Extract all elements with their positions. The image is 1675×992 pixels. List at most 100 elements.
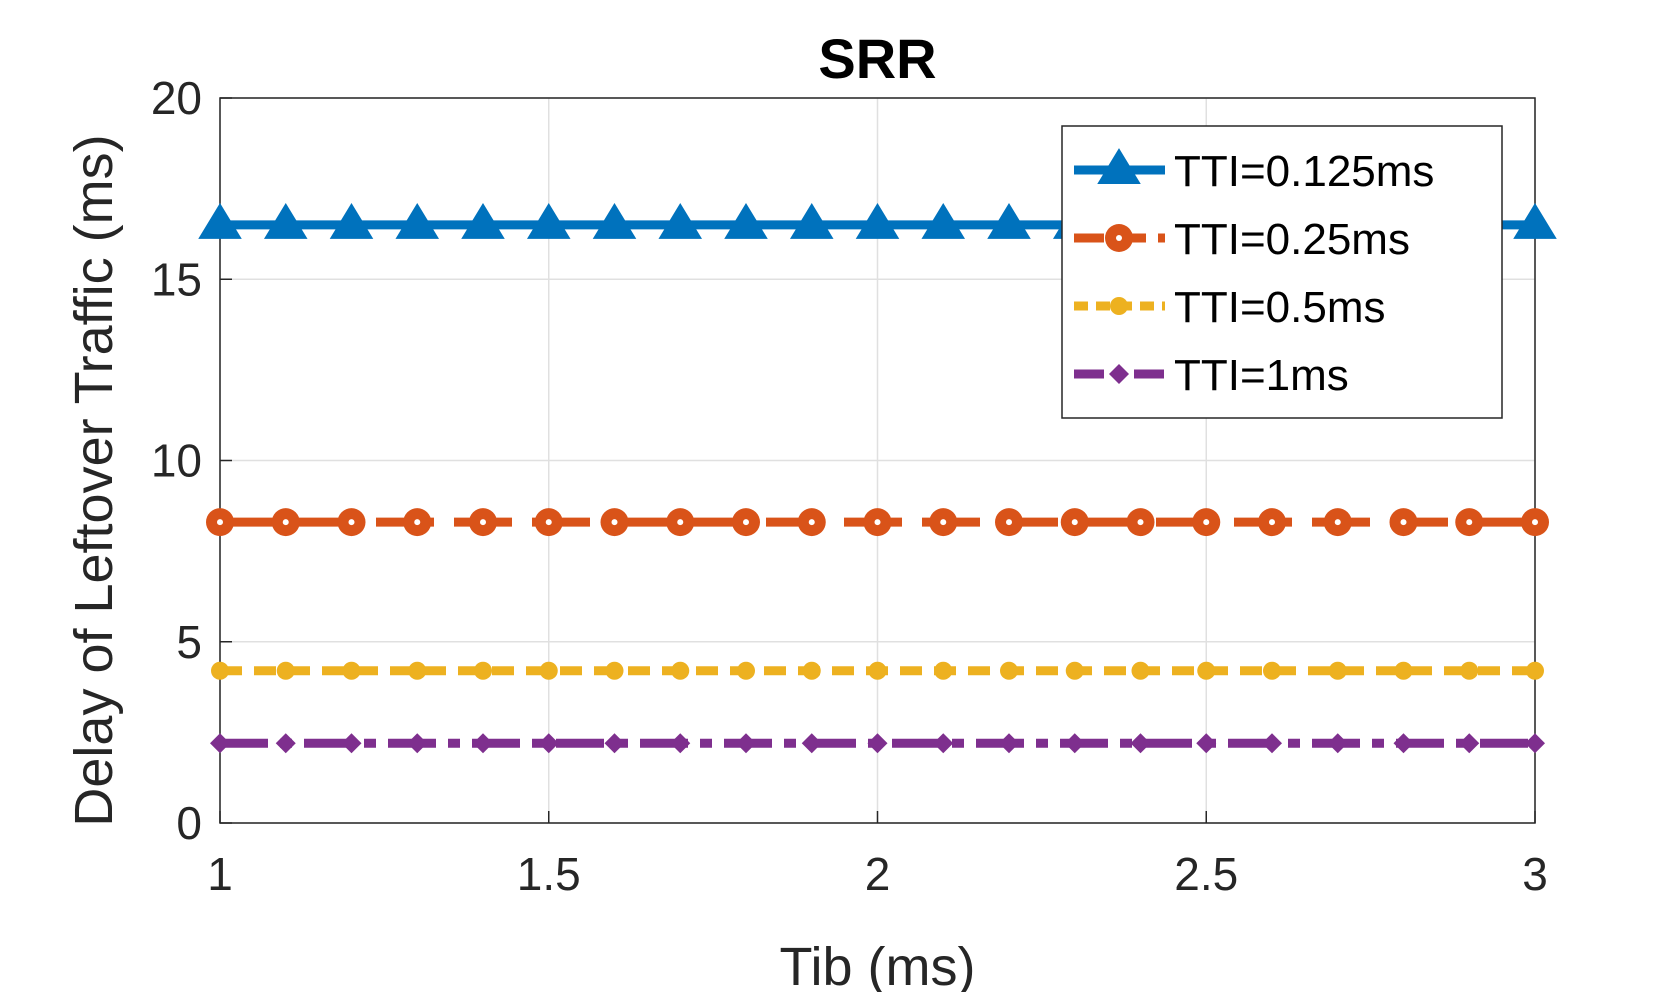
y-tick-label: 20 [151,72,202,124]
data-point [605,661,624,680]
data-point [1521,508,1549,537]
data-point [461,202,505,239]
data-point [736,733,756,754]
data-point [666,508,695,537]
x-tick-label: 1.5 [517,848,581,900]
data-point [276,661,295,680]
legend-box [1061,125,1503,419]
data-point-center [743,519,749,526]
legend-label: TTI=0.5ms [1174,283,1386,332]
data-point [934,661,953,680]
data-point [600,508,629,537]
data-point [933,733,954,754]
x-tick-label: 2 [865,848,891,900]
data-point [473,733,493,754]
data-point [1513,202,1557,239]
data-point [1192,508,1221,537]
data-point-center [1400,519,1407,526]
data-point [1060,508,1089,537]
x-tick-label: 3 [1522,848,1548,900]
data-point [789,202,834,239]
data-point [1460,661,1479,680]
x-tick-label: 1 [207,848,233,900]
data-point [592,202,637,239]
data-point [337,508,366,537]
data-point [1065,661,1084,680]
legend-marker-center [1116,235,1122,241]
data-point [671,661,690,680]
data-point-center [874,519,881,526]
data-point [474,661,492,680]
series-1 [206,508,1549,537]
data-point [999,733,1019,754]
data-point [275,733,296,754]
data-point [1262,733,1282,754]
data-point [670,733,691,754]
data-point [1258,508,1286,537]
data-point-center [808,519,815,526]
data-point [868,661,887,680]
data-point-center [1334,519,1341,526]
data-point [1393,733,1414,754]
data-point [469,508,497,537]
data-point [604,733,625,754]
legend-marker [1097,148,1141,184]
legend: TTI=0.125ms TTI=0.25ms TTI=0.5ms TTI=1ms [1061,125,1503,419]
data-point [1197,661,1216,680]
data-point [271,508,300,537]
data-point-center [545,519,552,526]
data-point-center [348,519,355,526]
data-point [534,508,563,537]
y-axis-label: Delay of Leftover Traffic (ms) [64,134,124,826]
data-point [403,508,432,537]
data-point-center [480,519,486,526]
legend-label: TTI=1ms [1174,351,1349,400]
data-point [1394,661,1413,680]
data-point [802,661,821,680]
data-point-center [1269,519,1275,526]
data-point [1526,661,1544,680]
data-point [526,202,571,239]
data-point [210,733,230,754]
series-3 [210,733,1545,754]
data-point [1459,733,1480,754]
y-tick-label: 5 [176,616,202,668]
data-point [1263,661,1281,680]
data-point [987,202,1031,239]
legend-item-2: TTI=0.5ms [1074,283,1386,332]
data-point-center [1532,519,1538,526]
data-point [1131,661,1150,680]
data-point [863,508,892,537]
data-point [724,202,768,239]
data-point [737,661,755,680]
axis-ticks: 1 1.5 2 2.5 3 0 5 10 15 20 [151,72,1548,900]
data-point [1064,733,1085,754]
data-point-center [611,519,618,526]
data-point [329,202,374,239]
x-axis-label: Tib (ms) [780,937,976,992]
legend-item-0: TTI=0.125ms [1074,147,1434,196]
data-point-center [940,519,947,526]
data-point-center [1071,519,1078,526]
data-point-center [414,519,421,526]
data-point [342,661,361,680]
legend-label: TTI=0.25ms [1174,215,1410,264]
series-layer [198,202,1557,754]
data-point [867,733,888,754]
data-point [1389,508,1418,537]
data-point [1196,733,1217,754]
data-point [1000,661,1018,680]
legend-item-1: TTI=0.25ms [1074,215,1410,264]
data-point [206,508,234,537]
data-point-center [282,519,289,526]
data-point [1455,508,1484,537]
data-point [658,202,703,239]
legend-marker [1109,364,1129,384]
data-point [929,508,958,537]
y-tick-label: 0 [176,797,202,849]
chart-title: SRR [818,27,936,90]
data-point [408,661,427,680]
data-point-center [1203,519,1210,526]
data-point [539,661,558,680]
